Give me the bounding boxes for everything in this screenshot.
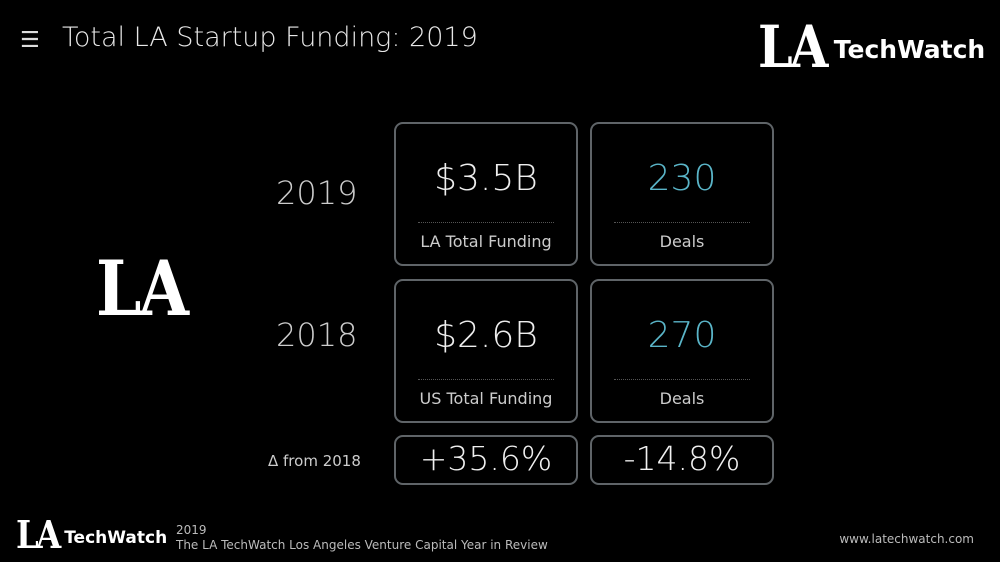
divider <box>418 222 554 223</box>
funding-card-2018: $2.6B US Total Funding <box>394 279 578 423</box>
funding-value: $2.6B <box>434 315 538 356</box>
deals-delta: -14.8% <box>590 435 774 485</box>
deals-label: Deals <box>659 232 705 251</box>
divider <box>614 379 750 380</box>
year-2018: 2018 <box>276 316 358 354</box>
deals-card-2019: 230 Deals <box>590 122 774 266</box>
header-logo: LA TechWatch <box>758 16 985 78</box>
deals-value: 270 <box>647 315 717 356</box>
logo-la: LA <box>16 512 61 557</box>
logo-techwatch: TechWatch <box>64 528 168 548</box>
year-2019: 2019 <box>276 174 358 212</box>
deals-card-2018: 270 Deals <box>590 279 774 423</box>
divider <box>418 379 554 380</box>
divider <box>614 222 750 223</box>
page-title: Total LA Startup Funding: 2019 <box>62 22 478 53</box>
logo-techwatch: TechWatch <box>833 35 986 64</box>
funding-label: LA Total Funding <box>420 232 552 251</box>
hamburger-icon[interactable]: ☰ <box>20 28 40 53</box>
funding-card-2019: $3.5B LA Total Funding <box>394 122 578 266</box>
side-logo: LA <box>96 244 189 333</box>
delta-label: Δ from 2018 <box>268 452 361 470</box>
footer-url[interactable]: www.latechwatch.com <box>839 532 974 546</box>
footer-logo: LA TechWatch <box>16 514 167 556</box>
funding-label: US Total Funding <box>419 389 553 408</box>
logo-la: LA <box>758 13 828 81</box>
funding-delta: +35.6% <box>394 435 578 485</box>
footer-year: 2019 <box>176 523 207 537</box>
funding-value: $3.5B <box>434 158 538 199</box>
footer-subtitle: The LA TechWatch Los Angeles Venture Cap… <box>176 538 548 552</box>
deals-value: 230 <box>647 158 717 199</box>
deals-label: Deals <box>659 389 705 408</box>
